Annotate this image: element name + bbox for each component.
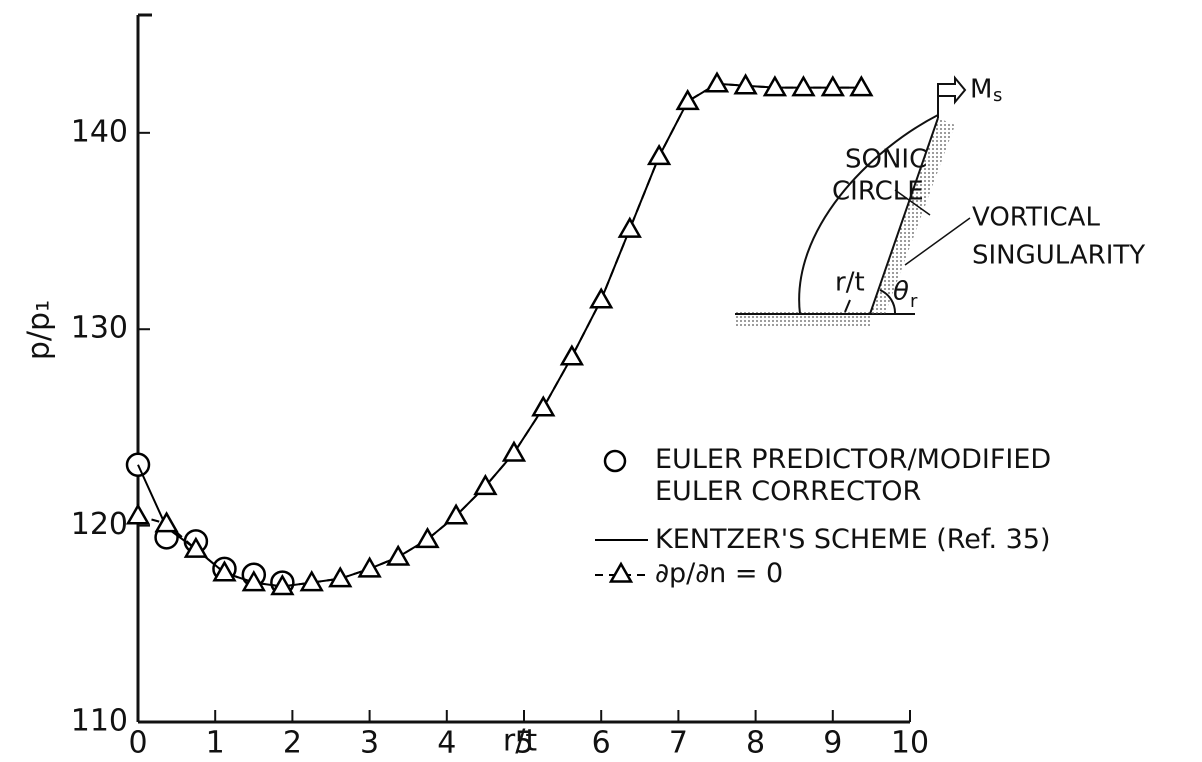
annotation: r [910,291,918,312]
triangle-marker [649,146,669,164]
page: r/t p/p₁ SONIC CIRCLE VORTICAL SINGULARI… [0,0,1202,758]
x-tick-label: 0 [128,726,147,759]
annotation: SINGULARITY [972,241,1145,271]
y-tick-label: 120 [71,507,128,542]
triangle-marker [388,547,408,565]
annotation: SONIC [845,145,927,175]
x-tick-label: 1 [206,726,225,759]
triangle-marker [157,514,177,532]
legend-symbol [611,564,631,582]
annotation: θ [893,277,909,307]
inset-diagram: SONIC CIRCLE VORTICAL SINGULARITY r/t θ … [735,75,1145,327]
triangle-marker [793,78,813,96]
x-tick-label: 6 [592,726,611,759]
triangle-marker [591,290,611,308]
triangle-marker [851,78,871,96]
triangle-marker [823,78,843,96]
annotation: s [993,85,1002,106]
legend-label: EULER PREDICTOR/MODIFIED EULER CORRECTOR [655,444,1075,508]
triangle-marker [128,506,148,524]
x-tick-label: 9 [823,726,842,759]
annotation: CIRCLE [832,177,924,207]
annotation: r/t [835,268,865,298]
triangle-marker [620,219,640,237]
series-line [138,84,861,587]
triangle-marker [707,74,727,92]
x-tick-label: 2 [283,726,302,759]
x-tick-label: 5 [514,726,533,759]
shock-arrow [938,78,965,102]
legend-symbol [605,451,625,471]
triangle-marker [678,91,698,109]
annotation: VORTICAL [972,203,1100,233]
triangle-marker [418,529,438,547]
x-tick-label: 8 [746,726,765,759]
r-marker [845,300,850,312]
triangle-marker [533,398,553,416]
legend-label: KENTZER'S SCHEME (Ref. 35) [655,524,1051,556]
x-tick-label: 7 [669,726,688,759]
y-tick-label: 110 [71,704,128,739]
triangle-marker [562,347,582,365]
triangle-marker [504,443,524,461]
triangle-marker [330,569,350,587]
x-tick-label: 10 [891,726,929,759]
chart: r/t p/p₁ SONIC CIRCLE VORTICAL SINGULARI… [0,0,1202,758]
y-axis-label: p/p₁ [22,300,57,360]
annotation: M [970,75,992,105]
x-tick-label: 3 [360,726,379,759]
legend-label: ∂p/∂n = 0 [655,558,783,590]
series-line [138,84,861,587]
y-tick-label: 130 [71,311,128,346]
x-tick-label: 4 [437,726,456,759]
triangle-marker [360,559,380,577]
y-tick-label: 140 [71,114,128,149]
